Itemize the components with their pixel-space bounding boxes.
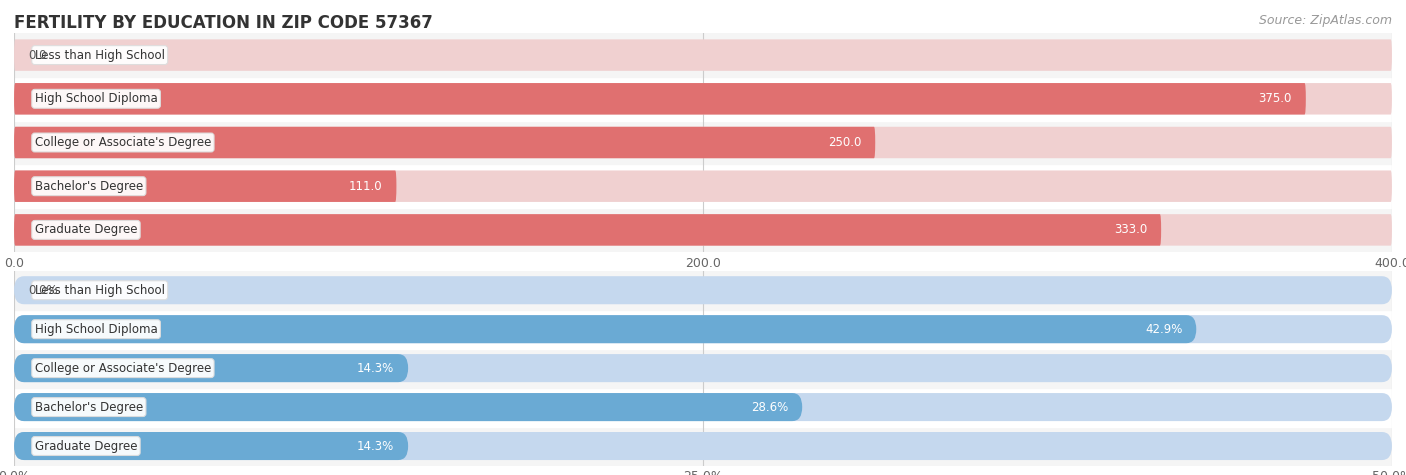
- Text: Bachelor's Degree: Bachelor's Degree: [35, 180, 143, 193]
- FancyBboxPatch shape: [14, 432, 1392, 460]
- FancyBboxPatch shape: [14, 393, 803, 421]
- Text: High School Diploma: High School Diploma: [35, 323, 157, 336]
- FancyBboxPatch shape: [14, 315, 1392, 343]
- FancyBboxPatch shape: [14, 214, 1392, 246]
- Text: Graduate Degree: Graduate Degree: [35, 223, 138, 237]
- Bar: [14, 310, 1392, 349]
- Text: Graduate Degree: Graduate Degree: [35, 439, 138, 453]
- Text: College or Associate's Degree: College or Associate's Degree: [35, 136, 211, 149]
- Bar: [14, 77, 1392, 121]
- Text: Source: ZipAtlas.com: Source: ZipAtlas.com: [1258, 14, 1392, 27]
- FancyBboxPatch shape: [14, 214, 1161, 246]
- Text: 28.6%: 28.6%: [751, 400, 789, 414]
- Text: College or Associate's Degree: College or Associate's Degree: [35, 361, 211, 375]
- Text: 0.0: 0.0: [28, 48, 46, 62]
- FancyBboxPatch shape: [14, 432, 408, 460]
- Text: FERTILITY BY EDUCATION IN ZIP CODE 57367: FERTILITY BY EDUCATION IN ZIP CODE 57367: [14, 14, 433, 32]
- FancyBboxPatch shape: [14, 83, 1392, 114]
- Bar: [14, 388, 1392, 427]
- Text: 14.3%: 14.3%: [357, 439, 394, 453]
- FancyBboxPatch shape: [14, 83, 1306, 114]
- Text: Less than High School: Less than High School: [35, 284, 165, 297]
- Bar: [14, 208, 1392, 252]
- Bar: [14, 33, 1392, 77]
- FancyBboxPatch shape: [14, 393, 1392, 421]
- Bar: [14, 349, 1392, 388]
- Bar: [14, 121, 1392, 164]
- FancyBboxPatch shape: [14, 276, 1392, 304]
- FancyBboxPatch shape: [14, 127, 876, 158]
- FancyBboxPatch shape: [14, 354, 1392, 382]
- Text: 375.0: 375.0: [1258, 92, 1292, 105]
- Text: 14.3%: 14.3%: [357, 361, 394, 375]
- Text: Bachelor's Degree: Bachelor's Degree: [35, 400, 143, 414]
- FancyBboxPatch shape: [14, 127, 1392, 158]
- Text: 42.9%: 42.9%: [1144, 323, 1182, 336]
- Text: 0.0%: 0.0%: [28, 284, 58, 297]
- FancyBboxPatch shape: [14, 171, 1392, 202]
- Text: 333.0: 333.0: [1114, 223, 1147, 237]
- Bar: [14, 427, 1392, 466]
- Bar: [14, 271, 1392, 310]
- FancyBboxPatch shape: [14, 315, 1197, 343]
- Text: High School Diploma: High School Diploma: [35, 92, 157, 105]
- Bar: [14, 164, 1392, 208]
- FancyBboxPatch shape: [14, 171, 396, 202]
- Text: 250.0: 250.0: [828, 136, 862, 149]
- Text: 111.0: 111.0: [349, 180, 382, 193]
- Text: Less than High School: Less than High School: [35, 48, 165, 62]
- FancyBboxPatch shape: [14, 39, 1392, 71]
- FancyBboxPatch shape: [14, 354, 408, 382]
